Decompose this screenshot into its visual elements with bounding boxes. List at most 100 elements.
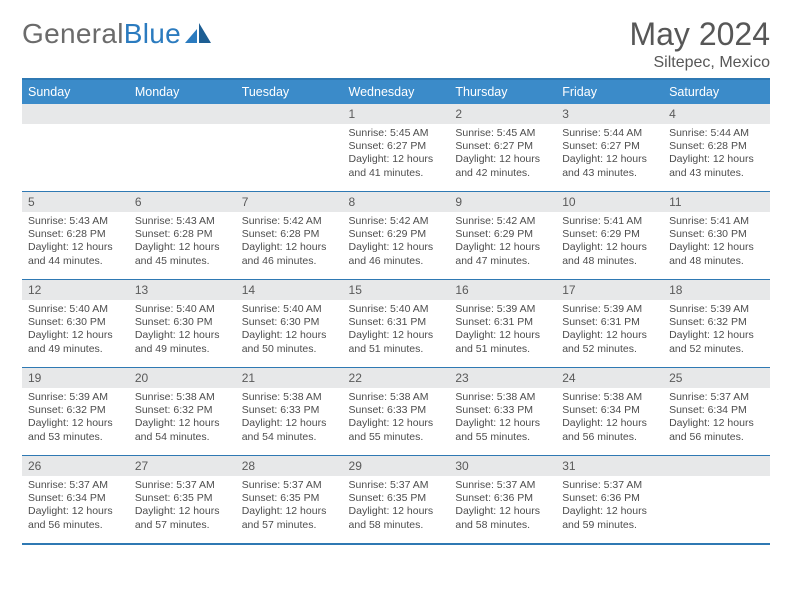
day-number: 11 [663,192,770,212]
calendar-empty-cell [663,455,770,543]
day-details: Sunrise: 5:43 AMSunset: 6:28 PMDaylight:… [22,212,129,279]
calendar-day-cell: 3Sunrise: 5:44 AMSunset: 6:27 PMDaylight… [556,104,663,192]
calendar-day-cell: 2Sunrise: 5:45 AMSunset: 6:27 PMDaylight… [449,104,556,192]
calendar-week-row: 1Sunrise: 5:45 AMSunset: 6:27 PMDaylight… [22,104,770,192]
day-details: Sunrise: 5:38 AMSunset: 6:32 PMDaylight:… [129,388,236,455]
day-number: 13 [129,280,236,300]
calendar-day-cell: 16Sunrise: 5:39 AMSunset: 6:31 PMDayligh… [449,279,556,367]
day-number: 16 [449,280,556,300]
day-header: Tuesday [236,80,343,104]
day-number: 2 [449,104,556,124]
day-details: Sunrise: 5:37 AMSunset: 6:35 PMDaylight:… [129,476,236,543]
day-number: 17 [556,280,663,300]
day-number: 27 [129,456,236,476]
day-details: Sunrise: 5:40 AMSunset: 6:30 PMDaylight:… [129,300,236,367]
calendar-day-cell: 6Sunrise: 5:43 AMSunset: 6:28 PMDaylight… [129,191,236,279]
day-number: 21 [236,368,343,388]
day-details: Sunrise: 5:37 AMSunset: 6:35 PMDaylight:… [343,476,450,543]
calendar-day-cell: 28Sunrise: 5:37 AMSunset: 6:35 PMDayligh… [236,455,343,543]
day-number: 24 [556,368,663,388]
day-number: 22 [343,368,450,388]
day-number: 8 [343,192,450,212]
day-number: 14 [236,280,343,300]
day-details: Sunrise: 5:40 AMSunset: 6:30 PMDaylight:… [236,300,343,367]
day-number: 4 [663,104,770,124]
calendar-week-row: 12Sunrise: 5:40 AMSunset: 6:30 PMDayligh… [22,279,770,367]
day-details: Sunrise: 5:37 AMSunset: 6:34 PMDaylight:… [22,476,129,543]
day-details: Sunrise: 5:38 AMSunset: 6:33 PMDaylight:… [449,388,556,455]
calendar-day-cell: 10Sunrise: 5:41 AMSunset: 6:29 PMDayligh… [556,191,663,279]
day-details: Sunrise: 5:39 AMSunset: 6:32 PMDaylight:… [663,300,770,367]
calendar-day-cell: 11Sunrise: 5:41 AMSunset: 6:30 PMDayligh… [663,191,770,279]
calendar-border: SundayMondayTuesdayWednesdayThursdayFrid… [22,78,770,545]
calendar-day-cell: 21Sunrise: 5:38 AMSunset: 6:33 PMDayligh… [236,367,343,455]
calendar-day-cell: 12Sunrise: 5:40 AMSunset: 6:30 PMDayligh… [22,279,129,367]
day-details: Sunrise: 5:42 AMSunset: 6:28 PMDaylight:… [236,212,343,279]
day-details: Sunrise: 5:45 AMSunset: 6:27 PMDaylight:… [343,124,450,191]
day-details: Sunrise: 5:40 AMSunset: 6:31 PMDaylight:… [343,300,450,367]
day-number [22,104,129,124]
day-number: 7 [236,192,343,212]
day-number: 9 [449,192,556,212]
calendar-day-cell: 1Sunrise: 5:45 AMSunset: 6:27 PMDaylight… [343,104,450,192]
day-header: Sunday [22,80,129,104]
location-label: Siltepec, Mexico [629,54,770,72]
day-number [129,104,236,124]
day-number: 12 [22,280,129,300]
header: GeneralBlue May 2024 Siltepec, Mexico [22,18,770,72]
day-details: Sunrise: 5:37 AMSunset: 6:35 PMDaylight:… [236,476,343,543]
day-details: Sunrise: 5:42 AMSunset: 6:29 PMDaylight:… [449,212,556,279]
calendar-week-row: 26Sunrise: 5:37 AMSunset: 6:34 PMDayligh… [22,455,770,543]
day-details [129,124,236,191]
calendar-day-cell: 17Sunrise: 5:39 AMSunset: 6:31 PMDayligh… [556,279,663,367]
day-details: Sunrise: 5:38 AMSunset: 6:33 PMDaylight:… [343,388,450,455]
calendar-day-cell: 23Sunrise: 5:38 AMSunset: 6:33 PMDayligh… [449,367,556,455]
day-number: 25 [663,368,770,388]
day-number: 5 [22,192,129,212]
day-header-row: SundayMondayTuesdayWednesdayThursdayFrid… [22,80,770,104]
day-number [236,104,343,124]
day-number: 31 [556,456,663,476]
day-details: Sunrise: 5:39 AMSunset: 6:31 PMDaylight:… [449,300,556,367]
calendar-empty-cell [236,104,343,192]
day-number: 30 [449,456,556,476]
calendar-day-cell: 29Sunrise: 5:37 AMSunset: 6:35 PMDayligh… [343,455,450,543]
day-details: Sunrise: 5:38 AMSunset: 6:33 PMDaylight:… [236,388,343,455]
calendar-week-row: 5Sunrise: 5:43 AMSunset: 6:28 PMDaylight… [22,191,770,279]
day-number: 26 [22,456,129,476]
calendar-day-cell: 5Sunrise: 5:43 AMSunset: 6:28 PMDaylight… [22,191,129,279]
logo-text-2: Blue [124,18,181,50]
logo-text-1: General [22,18,124,50]
day-number: 10 [556,192,663,212]
day-header: Monday [129,80,236,104]
day-details: Sunrise: 5:39 AMSunset: 6:32 PMDaylight:… [22,388,129,455]
day-number: 15 [343,280,450,300]
calendar-day-cell: 30Sunrise: 5:37 AMSunset: 6:36 PMDayligh… [449,455,556,543]
calendar-day-cell: 7Sunrise: 5:42 AMSunset: 6:28 PMDaylight… [236,191,343,279]
day-details [22,124,129,191]
day-details: Sunrise: 5:37 AMSunset: 6:36 PMDaylight:… [449,476,556,543]
day-number: 19 [22,368,129,388]
day-header: Friday [556,80,663,104]
day-details: Sunrise: 5:39 AMSunset: 6:31 PMDaylight:… [556,300,663,367]
day-details: Sunrise: 5:45 AMSunset: 6:27 PMDaylight:… [449,124,556,191]
calendar-day-cell: 18Sunrise: 5:39 AMSunset: 6:32 PMDayligh… [663,279,770,367]
day-details [663,476,770,543]
day-number: 6 [129,192,236,212]
calendar-day-cell: 19Sunrise: 5:39 AMSunset: 6:32 PMDayligh… [22,367,129,455]
day-number: 20 [129,368,236,388]
day-header: Saturday [663,80,770,104]
day-details: Sunrise: 5:41 AMSunset: 6:30 PMDaylight:… [663,212,770,279]
calendar-day-cell: 24Sunrise: 5:38 AMSunset: 6:34 PMDayligh… [556,367,663,455]
calendar-empty-cell [22,104,129,192]
calendar-day-cell: 31Sunrise: 5:37 AMSunset: 6:36 PMDayligh… [556,455,663,543]
calendar-week-row: 19Sunrise: 5:39 AMSunset: 6:32 PMDayligh… [22,367,770,455]
calendar-day-cell: 4Sunrise: 5:44 AMSunset: 6:28 PMDaylight… [663,104,770,192]
day-details [236,124,343,191]
day-header: Wednesday [343,80,450,104]
day-details: Sunrise: 5:37 AMSunset: 6:36 PMDaylight:… [556,476,663,543]
day-header: Thursday [449,80,556,104]
calendar-empty-cell [129,104,236,192]
day-details: Sunrise: 5:37 AMSunset: 6:34 PMDaylight:… [663,388,770,455]
day-details: Sunrise: 5:44 AMSunset: 6:28 PMDaylight:… [663,124,770,191]
